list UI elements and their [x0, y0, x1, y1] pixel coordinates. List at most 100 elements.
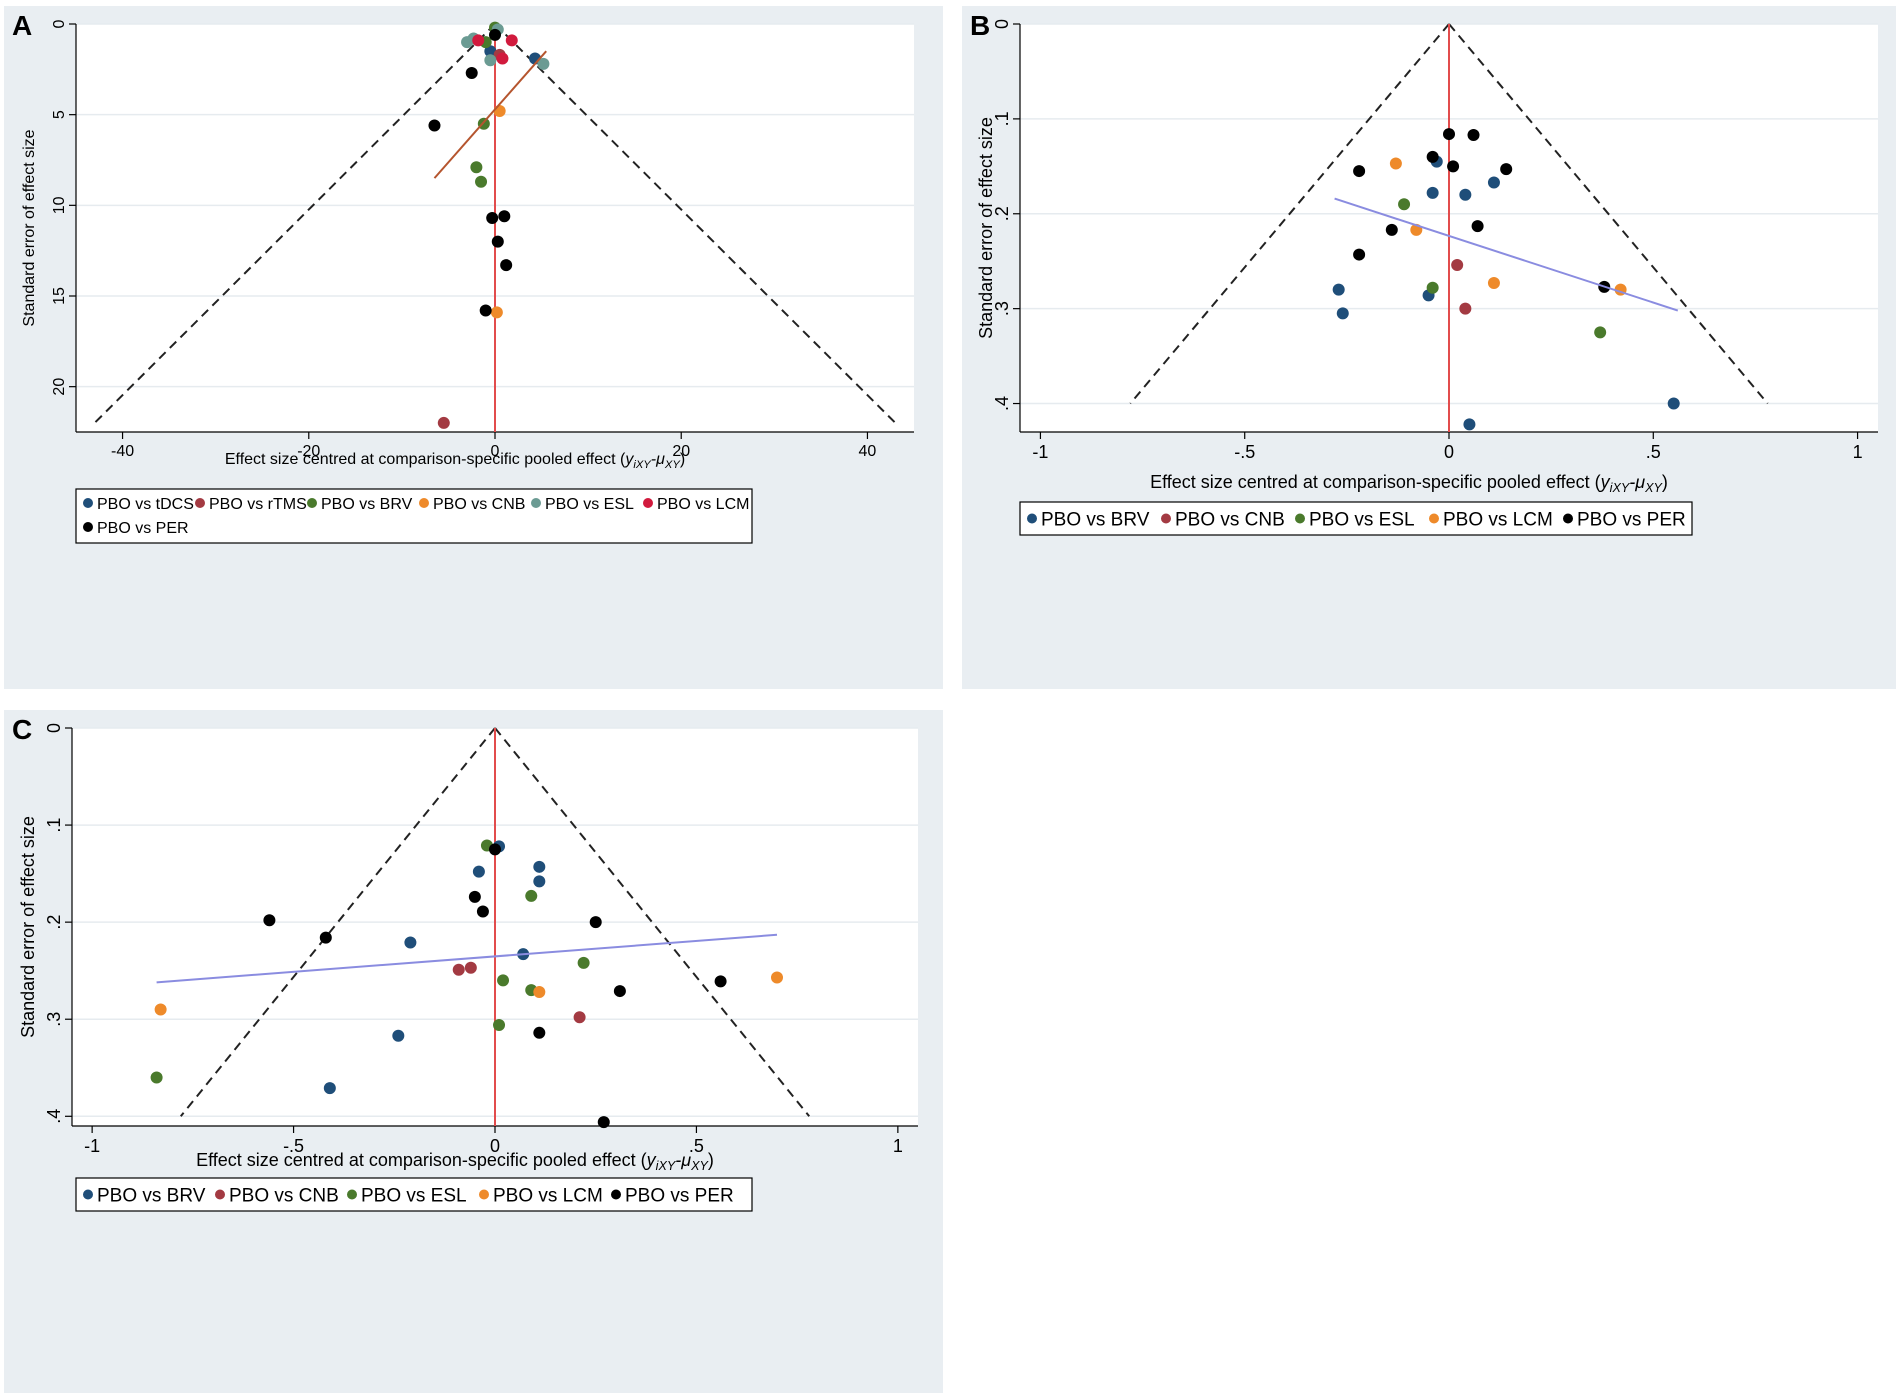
data-point — [1336, 307, 1349, 320]
data-point — [452, 963, 465, 976]
y-tick-label: 15 — [51, 287, 68, 305]
data-point — [1385, 223, 1398, 236]
data-point — [1426, 150, 1439, 163]
data-point — [1353, 248, 1366, 261]
data-point — [486, 212, 499, 225]
legend-marker — [1161, 513, 1171, 524]
panel-letter: B — [970, 10, 991, 41]
y-axis-title: Standard error of effect size — [18, 816, 38, 1038]
x-axis-title-part: ) — [708, 1150, 714, 1170]
data-point — [525, 889, 538, 902]
x-axis-title-part: iXY — [633, 459, 652, 471]
data-point — [392, 1029, 405, 1042]
legend-label: PBO vs CNB — [229, 1185, 339, 1206]
data-point — [573, 1011, 586, 1024]
data-point — [1471, 220, 1484, 233]
x-tick-label: -.5 — [283, 1136, 304, 1156]
data-point — [475, 175, 488, 188]
legend-marker — [1429, 513, 1439, 524]
x-tick-label: .5 — [1646, 442, 1661, 462]
y-tick-label: .3 — [44, 1012, 64, 1027]
x-tick-label: 1 — [893, 1136, 903, 1156]
legend-marker — [611, 1189, 621, 1200]
funnel-plot-panel-a: A -40 -20 0 20 40 0 5 10 15 20 Standard error of e… — [4, 6, 943, 689]
x-axis-title: Effect size centred at comparison-specif… — [1150, 472, 1668, 495]
x-tick-label: 40 — [859, 443, 877, 460]
data-point — [465, 66, 478, 79]
data-point — [428, 119, 441, 132]
legend-label: PBO vs ESL — [545, 496, 634, 513]
y-tick-label: 0 — [44, 723, 64, 733]
data-point — [1667, 397, 1680, 410]
y-axis-title: Standard error of effect size — [976, 117, 996, 339]
legend-marker — [307, 498, 317, 508]
y-tick-label: 0 — [51, 19, 68, 28]
data-point — [597, 1116, 610, 1129]
legend-label: PBO vs PER — [97, 520, 189, 537]
y-tick-label: .3 — [992, 301, 1012, 316]
data-point — [404, 936, 417, 949]
y-tick-label: 20 — [51, 378, 68, 396]
legend-marker — [347, 1189, 357, 1200]
legend-marker — [479, 1189, 489, 1200]
legend-marker — [1563, 513, 1573, 524]
x-axis-title-part: iXY — [1610, 481, 1631, 495]
legend-label: PBO vs BRV — [1041, 509, 1150, 530]
legend-label: PBO vs CNB — [1175, 509, 1285, 530]
data-point — [533, 986, 546, 999]
x-axis-title-part: Effect size centred at comparison-specif… — [196, 1150, 647, 1170]
data-point — [1389, 157, 1402, 170]
y-tick-label: 10 — [51, 196, 68, 214]
legend-label: PBO vs BRV — [321, 496, 413, 513]
data-point — [1487, 176, 1500, 189]
x-tick-label: .5 — [689, 1136, 704, 1156]
data-point — [493, 1019, 506, 1032]
data-point — [468, 890, 481, 903]
y-axis-title: Standard error of effect size — [21, 129, 38, 326]
x-axis-title-part: ) — [680, 451, 685, 468]
x-tick-label: -20 — [297, 443, 320, 460]
legend-label: PBO vs PER — [1577, 509, 1686, 530]
legend-marker — [1295, 513, 1305, 524]
x-tick-label: -.5 — [1234, 442, 1255, 462]
data-point — [1487, 277, 1500, 290]
x-axis-title-part: ) — [1662, 472, 1668, 492]
data-point — [437, 416, 450, 429]
x-tick-label: 0 — [1444, 442, 1454, 462]
legend-marker — [215, 1189, 225, 1200]
x-axis-title-part: Effect size centred at comparison-specif… — [1150, 472, 1601, 492]
legend-marker — [83, 1189, 93, 1200]
legend-label: PBO vs BRV — [97, 1185, 206, 1206]
y-tick-label: .1 — [44, 818, 64, 833]
data-point — [613, 985, 626, 998]
data-point — [1447, 160, 1460, 173]
x-tick-label: 20 — [672, 443, 690, 460]
data-point — [505, 34, 518, 47]
panel-letter: A — [12, 10, 33, 41]
data-point — [1500, 163, 1513, 176]
x-axis-title-part: -μ — [1629, 472, 1645, 492]
regression-line — [156, 933, 778, 984]
legend-label: PBO vs rTMS — [209, 496, 307, 513]
funnel-plot-panel-b: B -1 -.5 0 .5 1 0 .1 .2 .3 .4 Standard error of ef… — [962, 6, 1896, 689]
x-axis-title-part: XY — [690, 1159, 709, 1173]
data-point — [500, 259, 513, 272]
funnel-plot-panel-c: C -1 -.5 0 .5 1 0 .1 .2 .3 .4 Standard error of ef… — [4, 710, 943, 1393]
data-point — [533, 860, 546, 873]
legend-label: PBO vs tDCS — [97, 496, 194, 513]
x-axis-title-part: Effect size centred at comparison-specif… — [225, 451, 626, 468]
x-axis-title: Effect size centred at comparison-specif… — [225, 451, 685, 471]
legend-marker — [83, 498, 93, 508]
data-point — [464, 961, 477, 974]
data-point — [771, 971, 783, 984]
data-point — [1426, 186, 1439, 199]
data-point — [263, 914, 276, 927]
legend-label: PBO vs LCM — [1443, 509, 1553, 530]
data-point — [150, 1071, 163, 1084]
data-point — [484, 45, 497, 58]
y-tick-label: .1 — [992, 111, 1012, 126]
x-axis-title-part: y — [624, 451, 634, 468]
x-tick-label: -40 — [111, 443, 134, 460]
y-tick-label: .2 — [44, 915, 64, 930]
legend-label: PBO vs PER — [625, 1185, 734, 1206]
